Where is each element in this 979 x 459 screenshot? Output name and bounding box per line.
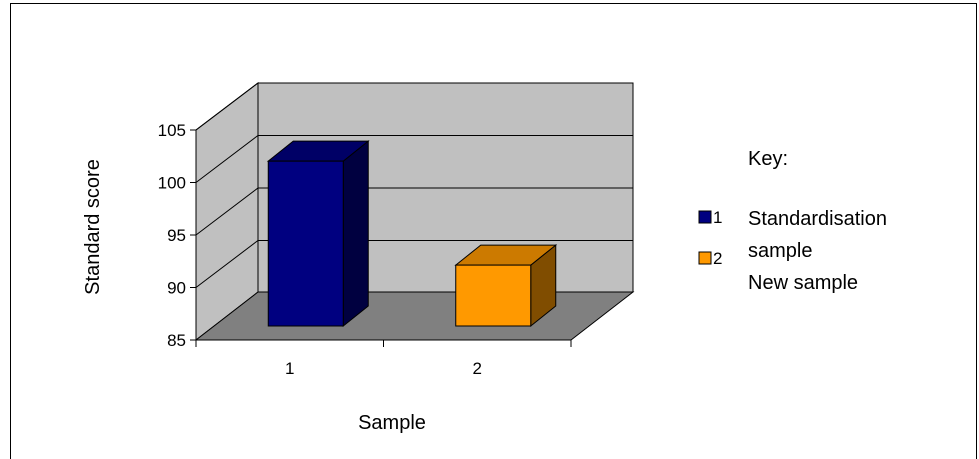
bar-2 [454, 244, 558, 328]
y-tick-label: 105 [158, 121, 186, 140]
legend-title: Key: [748, 148, 788, 170]
floor [194, 291, 635, 341]
y-tick-label: 100 [158, 174, 186, 193]
grid-line [195, 82, 633, 131]
tick-labels: 85 90 95 100 105 1 2 [158, 121, 572, 378]
y-tick-label: 95 [167, 226, 186, 245]
x-tick-label: 2 [473, 359, 482, 378]
legend-marker-2: 2 [713, 249, 722, 268]
legend-text-line-2: sample [748, 240, 812, 262]
bars [266, 140, 558, 328]
bar-side [342, 140, 369, 328]
grid-line [195, 135, 633, 183]
y-axis-title: Standard score [82, 159, 104, 295]
grid-line [195, 240, 633, 288]
y-tick-label: 85 [167, 331, 186, 350]
legend: Key: 1 2 Standardisation sample New samp… [698, 148, 887, 294]
bar-front [267, 160, 344, 327]
legend-swatch-1 [698, 210, 712, 224]
legend-text-line-3: New sample [748, 272, 858, 294]
legend-text-line-1: Standardisation [748, 208, 887, 230]
grid-line [195, 187, 633, 236]
bar-front [455, 264, 532, 327]
grid-lines [195, 82, 633, 288]
bar-1 [266, 140, 370, 328]
legend-marker-1: 1 [713, 208, 722, 227]
x-axis-title: Sample [358, 412, 426, 434]
y-tick-label: 90 [167, 279, 186, 298]
x-tick-label: 1 [285, 359, 294, 378]
legend-swatch-2 [698, 251, 712, 265]
